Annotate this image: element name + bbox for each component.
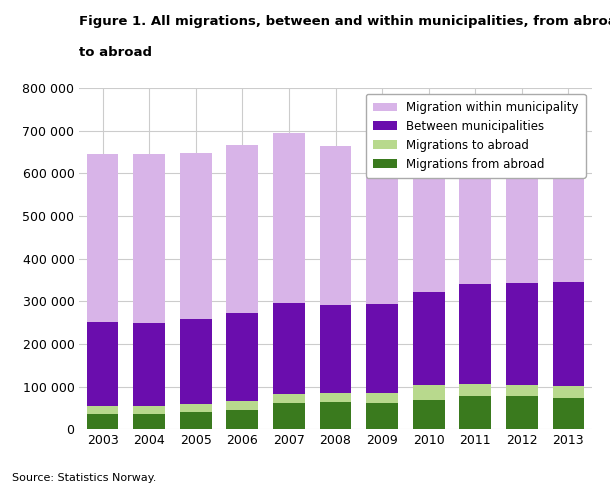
Bar [459,384,491,396]
Bar [320,305,351,393]
Bar [87,322,118,406]
Bar [180,404,212,412]
Bar [226,410,258,429]
Bar [180,319,212,404]
Bar [87,154,118,322]
Bar [180,153,212,319]
Bar [180,412,212,429]
Bar [506,283,537,385]
Bar [459,396,491,429]
Bar [320,146,351,305]
Bar [366,393,398,403]
Bar [226,401,258,410]
Bar [459,103,491,284]
Bar [506,396,537,429]
Bar [366,144,398,305]
Bar [553,398,584,429]
Bar [273,304,305,394]
Bar [226,144,258,313]
Bar [134,407,165,414]
Bar [226,313,258,401]
Bar [366,305,398,393]
Bar [87,414,118,429]
Bar [459,284,491,384]
Bar [553,99,584,282]
Bar [553,282,584,386]
Legend: Migration within municipality, Between municipalities, Migrations to abroad, Mig: Migration within municipality, Between m… [366,94,586,178]
Text: to abroad: to abroad [79,46,152,60]
Text: Source: Statistics Norway.: Source: Statistics Norway. [12,473,157,483]
Bar [273,133,305,304]
Bar [320,402,351,429]
Bar [134,323,165,407]
Bar [413,400,445,429]
Bar [366,403,398,429]
Bar [320,393,351,402]
Bar [506,99,537,283]
Bar [273,403,305,429]
Bar [273,394,305,403]
Bar [134,414,165,429]
Bar [134,154,165,323]
Bar [413,118,445,291]
Bar [413,386,445,400]
Bar [506,385,537,396]
Bar [413,291,445,386]
Bar [553,386,584,398]
Text: Figure 1. All migrations, between and within municipalities, from abroad and: Figure 1. All migrations, between and wi… [79,15,610,28]
Bar [87,406,118,414]
